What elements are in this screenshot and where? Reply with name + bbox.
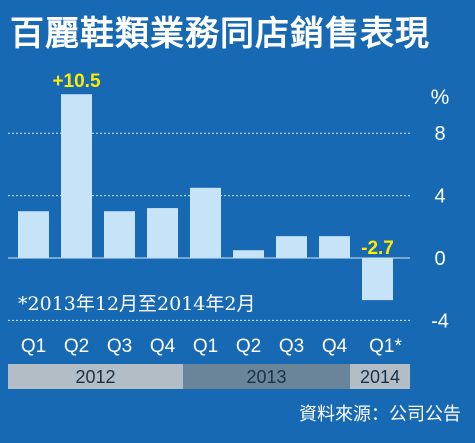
- bar-5: [233, 250, 264, 258]
- x-tick-label-6: Q3: [279, 336, 304, 357]
- y-tick-label-1: 4: [434, 186, 445, 208]
- bar-8: [362, 258, 393, 301]
- y-tick-label-2: 0: [434, 248, 445, 270]
- data-label-1: -2.7: [361, 238, 394, 259]
- x-tick-label-3: Q4: [150, 336, 176, 357]
- bars: [18, 94, 393, 301]
- x-tick-label-2: Q3: [107, 336, 132, 357]
- y-unit-label: %: [431, 86, 450, 109]
- x-tick-label-7: Q4: [322, 336, 348, 357]
- bar-7: [319, 236, 350, 258]
- year-band-1: [183, 364, 350, 389]
- x-axis: Q1 Q2 Q3 Q4 Q1 Q2 Q3 Q4 Q1*: [21, 336, 403, 357]
- year-label-0: 2012: [75, 367, 115, 387]
- x-tick-label-1: Q2: [64, 336, 89, 357]
- footnote: *2013年12月至2014年2月: [18, 293, 256, 315]
- x-tick-label-4: Q1: [193, 336, 218, 357]
- chart-title: 百麗鞋類業務同店銷售表現: [10, 14, 430, 54]
- bar-2: [104, 211, 135, 258]
- bar-3: [147, 208, 178, 258]
- bar-0: [18, 211, 49, 258]
- year-label-1: 2013: [246, 367, 286, 387]
- bar-1: [61, 94, 92, 258]
- bar-6: [276, 236, 307, 258]
- year-band-0: [8, 364, 183, 389]
- y-axis: % 8 4 0 -4: [431, 86, 450, 332]
- y-tick-label-3: -4: [431, 310, 449, 332]
- x-tick-label-5: Q2: [236, 336, 261, 357]
- year-label-2: 2014: [360, 367, 400, 387]
- x-tick-label-0: Q1: [21, 336, 46, 357]
- y-tick-label-0: 8: [434, 123, 445, 145]
- data-label-0: +10.5: [52, 71, 101, 92]
- data-labels: +10.5 -2.7: [52, 71, 393, 259]
- year-band-2: [350, 364, 410, 389]
- x-tick-label-8: Q1*: [369, 336, 402, 357]
- year-band: 2012 2013 2014: [8, 364, 410, 389]
- bar-4: [190, 187, 221, 258]
- source-note: 資料來源：公司公告: [299, 404, 461, 425]
